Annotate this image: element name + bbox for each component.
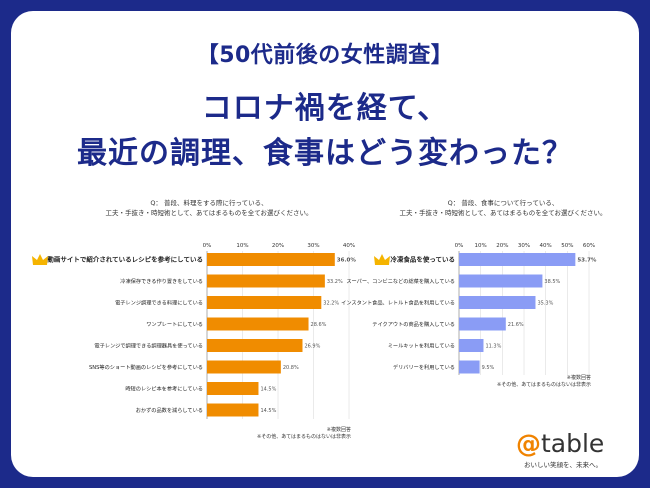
right-category-label: ミールキットを利用している: [388, 342, 455, 350]
left-note-hidden: ※その他、あてはまるものはないは非表示: [257, 434, 351, 440]
right-value-label: 9.5%: [482, 365, 495, 371]
right-value-label: 38.5%: [544, 279, 560, 285]
right-note-multiple: ※複数回答: [566, 375, 591, 381]
left-bar: [207, 253, 335, 266]
left-category-label: 電子レンジで調理できる調理器具を使っている: [94, 342, 203, 350]
right-category-label: スーパー、コンビニなどの総菜を購入している: [346, 277, 455, 285]
left-category-label: おかずの品数を減らしている: [136, 406, 203, 414]
logo-at-icon: @: [516, 429, 541, 458]
left-question: Q： 普段、料理をする際に行っている、 工夫・手抜き・時短術として、あてはまるも…: [39, 198, 379, 218]
left-value-label: 14.5%: [260, 408, 276, 414]
left-notes: ※複数回答 ※その他、あてはまるものはないは非表示: [211, 427, 351, 441]
left-category-label: SNS等のショート動画のレシピを参考にしている: [89, 363, 203, 371]
right-category-label: デリバリーを利用している: [393, 363, 455, 371]
left-category-label: 動画サイトで紹介されているレシピを参考にしている: [47, 255, 203, 264]
left-note-multiple: ※複数回答: [326, 427, 351, 433]
headline-line-1: コロナ禍を経て、: [201, 91, 449, 126]
right-question: Q： 普段、食事について行っている、 工夫・手抜き・時短術として、あてはまるもの…: [383, 198, 623, 218]
left-category-label: 電子レンジ調理できる料理にしている: [115, 299, 203, 307]
left-tick-label: 10%: [236, 243, 248, 249]
left-value-label: 14.5%: [260, 387, 276, 393]
logo-wordmark: @table: [516, 431, 626, 457]
left-value-label: 26.9%: [304, 344, 320, 350]
left-bar: [207, 382, 259, 395]
right-bar: [459, 253, 576, 266]
right-tick-label: 20%: [496, 243, 508, 249]
left-bar: [207, 360, 281, 374]
right-value-label: 21.6%: [508, 322, 524, 328]
left-value-label: 20.8%: [283, 365, 299, 371]
bar-charts: 0% 10% 20% 30% 40% 動画サイトで紹介されているレシピを参考にしている 36…: [32, 243, 597, 419]
left-category-label: 冷凍保存できる作り置きをしている: [120, 277, 203, 285]
left-value-label: 33.2%: [327, 279, 343, 285]
left-tick-label: 40%: [343, 243, 355, 249]
left-category-label: 時短のレシピ本を参考にしている: [125, 385, 203, 393]
infographic-card: 【50代前後の女性調査】 コロナ禍を経て、 最近の調理、食事はどう変わった？ Q…: [11, 11, 639, 477]
right-tick-label: 0%: [455, 243, 464, 249]
left-value-label: 28.6%: [311, 322, 327, 328]
survey-bracket-title: 【50代前後の女性調査】: [196, 43, 454, 68]
right-value-label: 53.7%: [577, 258, 597, 264]
left-question-line-1: Q： 普段、料理をする際に行っている、: [150, 199, 268, 207]
left-value-label: 36.0%: [337, 258, 357, 264]
left-tick-label: 20%: [272, 243, 284, 249]
right-value-label: 11.3%: [485, 344, 501, 350]
crown-icon: [374, 254, 390, 265]
right-tick-label: 30%: [518, 243, 530, 249]
right-question-line-2: 工夫・手抜き・時短術として、あてはまるものを全てお選びください。: [399, 209, 607, 217]
left-tick-label: 30%: [307, 243, 319, 249]
right-category-label: テイクアウトの商品を購入している: [372, 320, 455, 328]
right-bar: [459, 360, 480, 374]
right-bar: [459, 339, 484, 352]
right-value-label: 35.3%: [537, 301, 553, 307]
right-question-line-1: Q： 普段、食事について行っている、: [447, 199, 559, 207]
right-tick-label: 10%: [475, 243, 487, 249]
left-question-line-2: 工夫・手抜き・時短術として、あてはまるものを全てお選びください。: [105, 209, 313, 217]
left-tick-label: 0%: [203, 243, 212, 249]
left-bar: [207, 317, 309, 331]
right-note-hidden: ※その他、あてはまるものはないは非表示: [497, 382, 591, 388]
headline-line-2: 最近の調理、食事はどう変わった？: [77, 136, 573, 171]
table-logo: @table おいしい笑顔を、未来へ。: [516, 431, 626, 470]
left-value-label: 32.2%: [323, 301, 339, 307]
logo-word: table: [541, 429, 605, 458]
right-tick-label: 60%: [583, 243, 595, 249]
right-category-label: インスタント食品、レトルト食品を利用している: [341, 299, 455, 307]
left-category-label: ワンプレートにしている: [146, 321, 203, 328]
right-bar: [459, 317, 506, 331]
right-bar: [459, 274, 543, 288]
right-bar: [459, 296, 536, 309]
right-category-label: 冷凍食品を使っている: [390, 255, 455, 264]
right-tick-label: 40%: [540, 243, 552, 249]
left-bar: [207, 339, 303, 352]
crown-icon: [32, 254, 48, 265]
logo-tagline: おいしい笑顔を、未来へ。: [524, 461, 602, 469]
left-bar: [207, 296, 322, 309]
left-bar: [207, 403, 259, 417]
right-tick-label: 50%: [561, 243, 573, 249]
right-notes: ※複数回答 ※その他、あてはまるものはないは非表示: [451, 375, 591, 389]
left-bar: [207, 274, 325, 288]
